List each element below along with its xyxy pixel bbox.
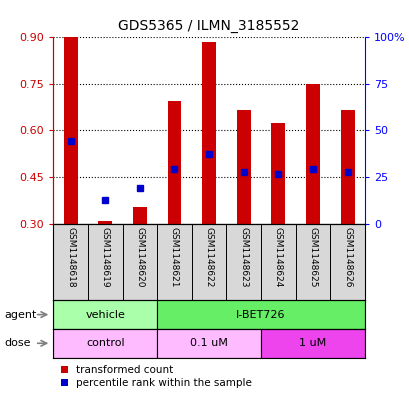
Bar [53, 300, 157, 329]
Bar [157, 329, 261, 358]
Text: GSM1148620: GSM1148620 [135, 228, 144, 288]
Text: GSM1148625: GSM1148625 [308, 228, 317, 288]
Text: I-BET726: I-BET726 [236, 310, 285, 320]
Text: GSM1148618: GSM1148618 [66, 228, 75, 288]
Text: GSM1148624: GSM1148624 [273, 228, 282, 288]
Text: GSM1148623: GSM1148623 [238, 228, 247, 288]
Text: dose: dose [4, 338, 31, 348]
Bar [157, 300, 364, 329]
Text: 0.1 uM: 0.1 uM [190, 338, 227, 348]
Bar [261, 329, 364, 358]
Bar [202, 42, 216, 224]
Text: GSM1148621: GSM1148621 [170, 228, 179, 288]
Bar [167, 101, 181, 224]
Text: GSM1148619: GSM1148619 [101, 228, 110, 288]
Bar [236, 110, 250, 224]
Bar [340, 110, 354, 224]
Legend: transformed count, percentile rank within the sample: transformed count, percentile rank withi… [58, 363, 254, 390]
Bar [63, 37, 77, 224]
Bar [271, 123, 285, 224]
Text: GSM1148622: GSM1148622 [204, 228, 213, 288]
Text: vehicle: vehicle [85, 310, 125, 320]
Text: GSM1148626: GSM1148626 [342, 228, 351, 288]
Text: GDS5365 / ILMN_3185552: GDS5365 / ILMN_3185552 [118, 19, 299, 33]
Bar [133, 206, 146, 224]
Text: 1 uM: 1 uM [299, 338, 326, 348]
Text: agent: agent [4, 310, 36, 320]
Bar [305, 84, 319, 224]
Text: control: control [86, 338, 124, 348]
Bar [98, 220, 112, 224]
Bar [53, 329, 157, 358]
